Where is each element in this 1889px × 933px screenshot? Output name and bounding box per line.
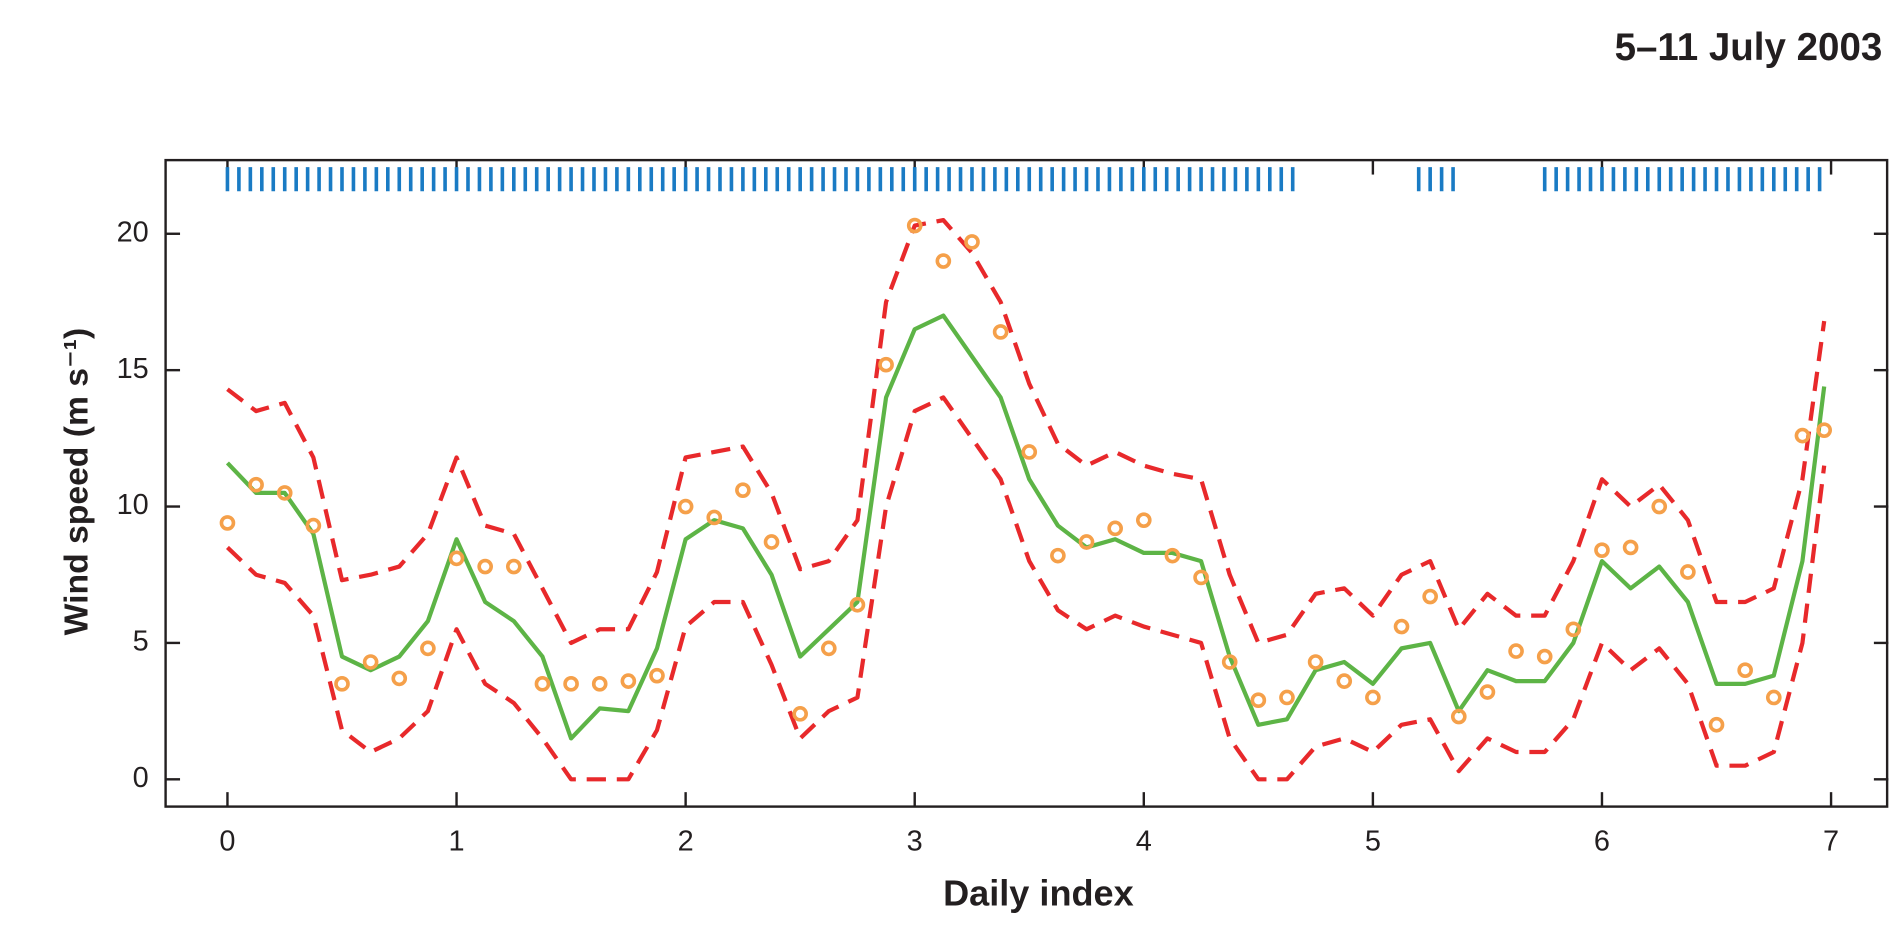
observation-marker [448,550,465,567]
observation-marker [1737,662,1753,679]
observation-marker [1450,708,1467,725]
observation-marker [1164,547,1181,564]
observation-marker [563,676,579,692]
observation-marker [1336,673,1353,689]
observation-marker [1680,564,1696,580]
y-tick-label: 0 [133,762,149,794]
observation-marker [1078,534,1095,550]
plot-area [219,167,1833,782]
x-tick-label: 5 [1365,825,1381,857]
observation-marker [1565,621,1582,638]
observation-marker [935,253,952,269]
observation-marker [1307,654,1324,670]
observation-marker [677,498,694,515]
observation-marker [305,517,322,534]
observation-marker [792,706,808,722]
observation-marker [964,234,980,250]
x-tick-label: 4 [1136,825,1152,857]
observation-marker [1816,422,1833,438]
plot-frame [164,158,1889,808]
y-axis-title: Wind speed (m s⁻¹) [57,328,95,636]
x-tick-label: 7 [1823,825,1839,857]
x-tick-label: 1 [449,825,465,857]
observation-marker [1250,692,1267,709]
observation-marker [1107,520,1123,537]
observation-marker [362,654,379,670]
observation-marker [1508,643,1524,659]
x-tick-label: 2 [678,825,694,857]
observation-marker [620,673,637,689]
y-tick-label: 15 [117,353,149,385]
observation-marker [334,676,350,692]
observation-marker [219,515,236,531]
observation-marker [477,558,493,575]
observation-marker [1594,542,1610,559]
observation-marker [1365,689,1381,706]
observation-marker [849,596,866,613]
observation-marker [1422,588,1438,605]
observation-marker [248,476,264,493]
observation-marker [1536,648,1553,665]
observation-marker [763,534,780,550]
observation-marker [649,667,665,684]
x-axis-title: Daily index [943,872,1134,913]
observation-marker [1050,547,1066,564]
observation-marker [1794,427,1811,444]
observation-marker [1708,716,1725,733]
observation-marker [591,676,608,692]
observation-marker [534,676,551,692]
observation-marker [735,482,751,498]
observation-marker [878,356,894,373]
x-tick-label: 6 [1594,825,1610,857]
observation-marker [1135,512,1152,529]
bound-line [225,395,1827,782]
observation-marker [391,670,408,687]
observation-marker [1651,498,1668,515]
observation-marker [706,509,723,526]
observation-marker [505,558,522,575]
bound-line [226,218,1827,646]
observation-marker [420,640,436,657]
observation-marker [1221,654,1238,670]
series-line [225,313,1827,741]
x-tick-label: 0 [219,825,235,857]
observation-marker [820,640,837,657]
observation-marker [1393,618,1410,635]
ticks: 0 1 2 3 4 5 6 7 0 5 10 15 20 [117,160,1889,857]
observation-marker [1193,569,1209,586]
observation-marker [1021,444,1038,460]
y-tick-label: 5 [133,626,149,658]
y-tick-label: 20 [117,216,149,248]
y-tick-label: 10 [117,489,149,521]
observation-marker [906,217,923,234]
observation-marker [276,485,293,501]
observation-marker [1279,689,1295,706]
observation-marker [1479,684,1496,700]
observation-marker [1622,539,1639,556]
observation-marker [992,324,1009,340]
x-tick-label: 3 [907,825,923,857]
observation-marker [1765,689,1782,706]
chart-title: 5–11 July 2003 [1615,26,1883,69]
